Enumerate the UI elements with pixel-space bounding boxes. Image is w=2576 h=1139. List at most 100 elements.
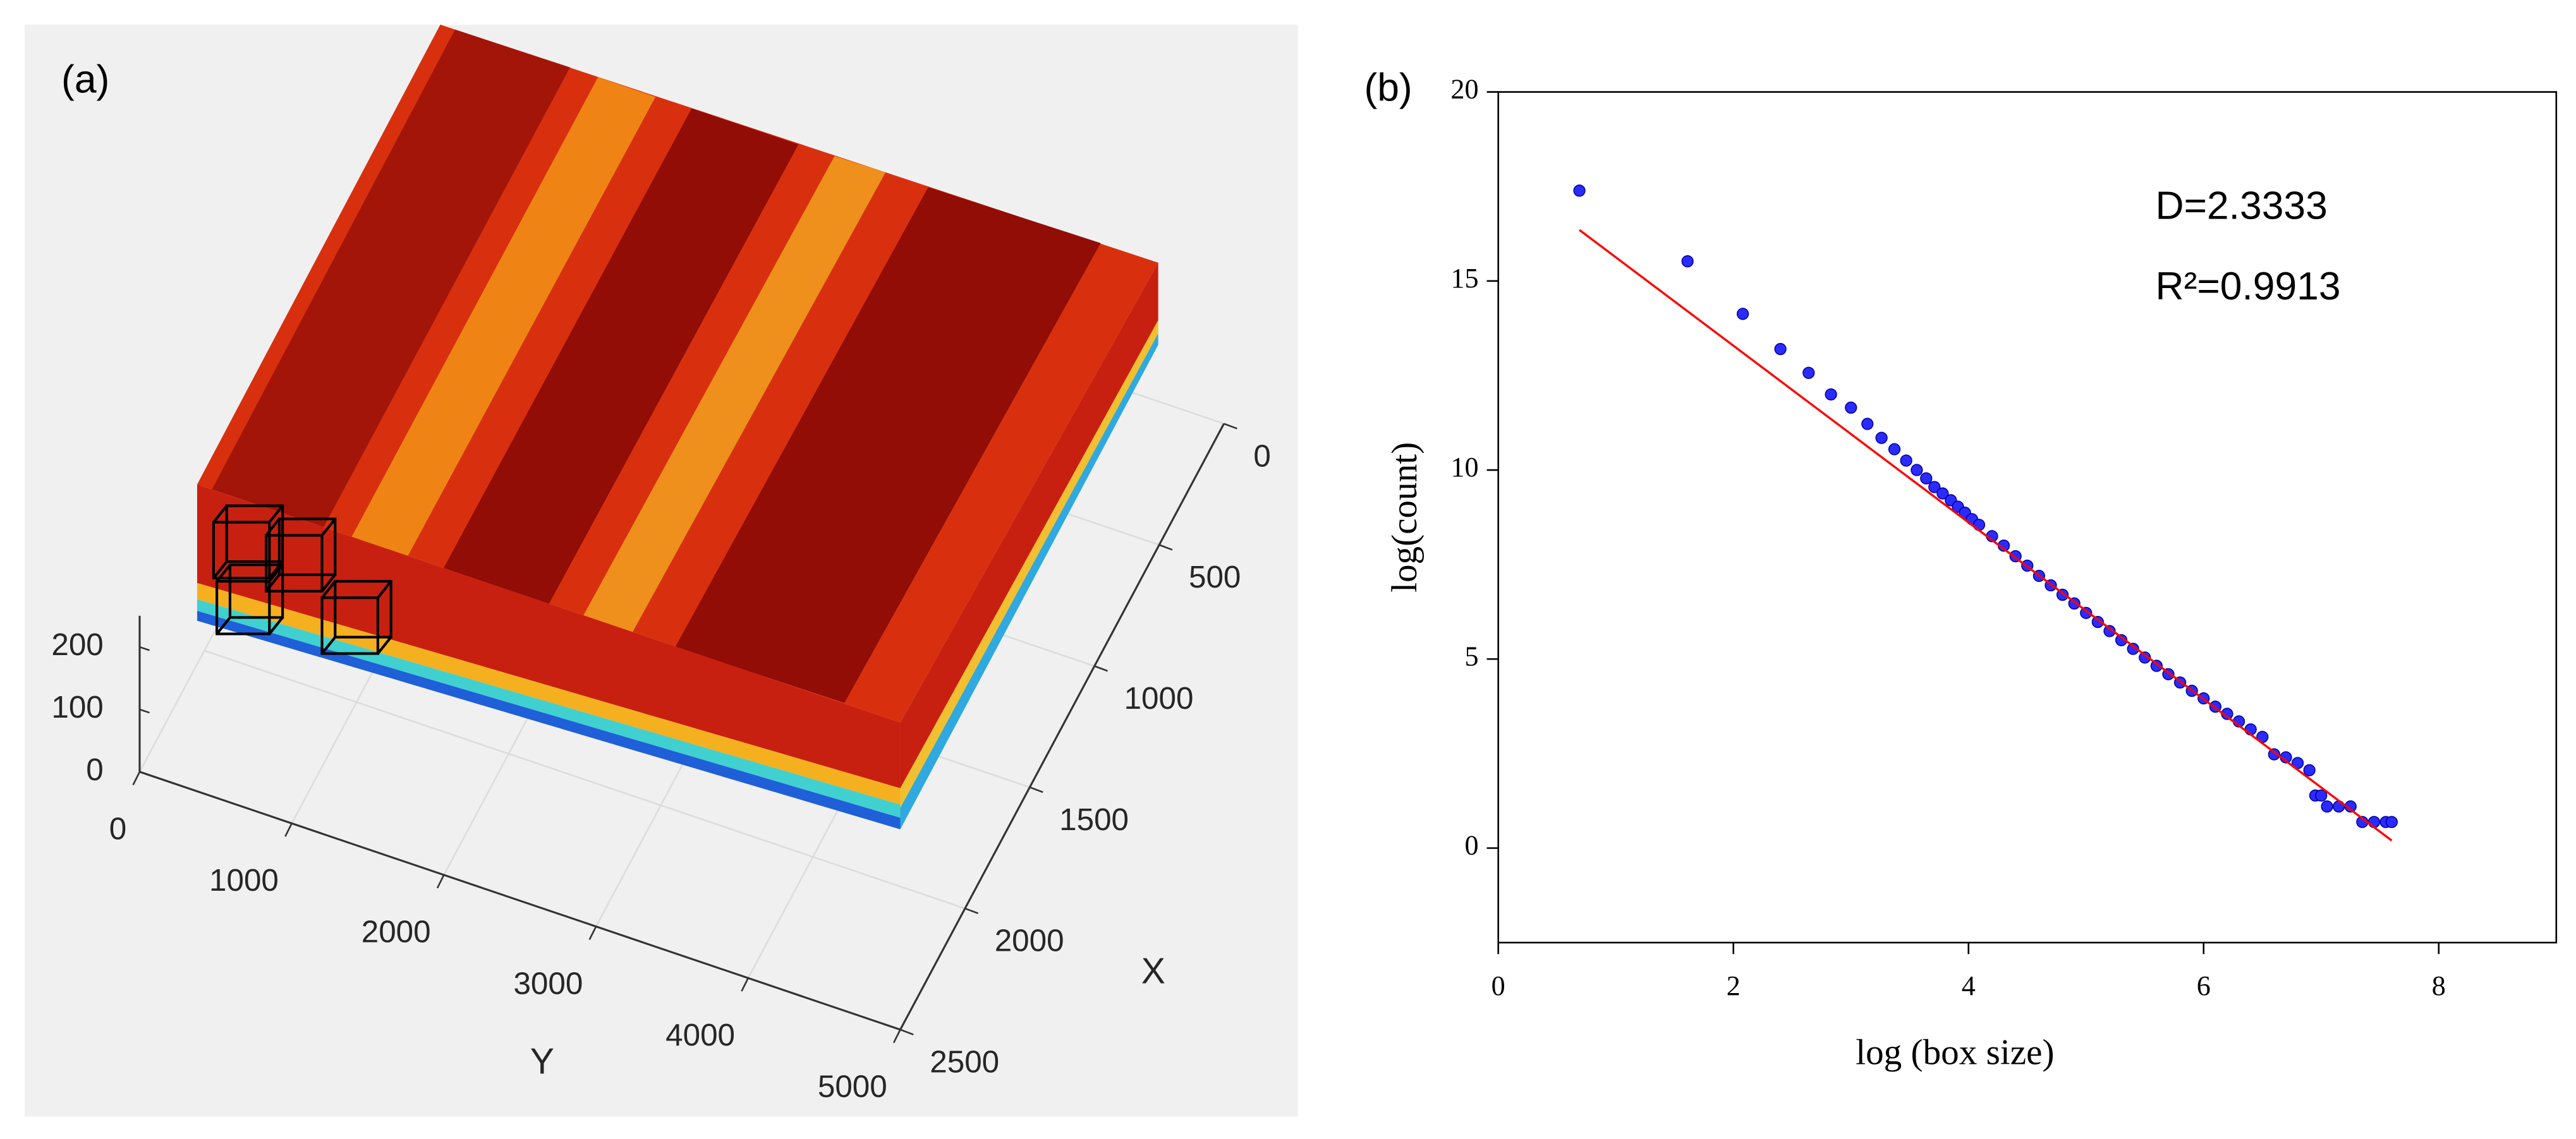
tick-mark xyxy=(892,1029,901,1044)
y-tick-label: 10 xyxy=(1450,452,1478,483)
data-point xyxy=(2385,816,2398,828)
x-axis-label: log (box size) xyxy=(1856,1033,2054,1073)
surface-side xyxy=(900,333,1158,829)
data-point xyxy=(2315,789,2328,802)
data-point xyxy=(2139,651,2151,664)
y-tick-label: 2000 xyxy=(361,915,431,949)
surface-band xyxy=(443,108,799,605)
data-point xyxy=(1845,401,1857,414)
data-point xyxy=(2103,625,2116,637)
x-tick-label: 1000 xyxy=(1124,681,1194,716)
tick-mark xyxy=(1029,786,1043,793)
surface-band xyxy=(675,187,1101,703)
surface-side xyxy=(900,262,1158,788)
data-point xyxy=(2091,615,2104,629)
tick-mark xyxy=(132,771,141,786)
box-cubes xyxy=(212,504,392,655)
tick-mark xyxy=(1224,423,1237,430)
surface-band xyxy=(583,155,886,632)
x-tick-label: 0 xyxy=(1492,970,1505,1001)
x-tick-label: 2000 xyxy=(995,924,1064,958)
tick-mark xyxy=(964,907,979,915)
x-tick-label: 1500 xyxy=(1059,802,1129,837)
y-tick-label: 1000 xyxy=(209,863,279,898)
plot-b: (b) 0 5 10 15 20 0 2 4 6 8 log (box size) log(count)… xyxy=(1364,66,2558,1073)
surface-band xyxy=(351,77,656,557)
z-tick-label: 200 xyxy=(51,627,103,662)
y-tick-label: 3000 xyxy=(513,966,583,1001)
annotation: D=2.3333 xyxy=(2156,184,2328,228)
cube xyxy=(265,517,337,593)
y-axis-label: log(count) xyxy=(1385,442,1425,593)
fit-line xyxy=(1579,229,2393,841)
data-point xyxy=(2150,660,2163,672)
surface-band xyxy=(212,29,571,527)
tick-mark xyxy=(1094,665,1109,672)
axes-3d: (a)0100020003000400050000500100015002000… xyxy=(51,57,1270,1104)
data-point xyxy=(2367,816,2381,828)
x-tick-label: 2 xyxy=(1727,970,1741,1001)
cube xyxy=(320,580,392,655)
tick-mark xyxy=(436,874,445,889)
y-tick-label: 4000 xyxy=(665,1018,735,1052)
data-point xyxy=(1737,308,1749,320)
x-tick-label: 4 xyxy=(1962,970,1976,1001)
data-point xyxy=(2268,748,2280,761)
y-axis xyxy=(139,771,901,1031)
x-tick-label: 6 xyxy=(2197,970,2211,1001)
grid-line xyxy=(204,649,966,910)
x-tick-label: 500 xyxy=(1189,560,1241,594)
x-tick-label: 8 xyxy=(2432,970,2446,1001)
data-point xyxy=(2321,800,2333,813)
panel-label: (a) xyxy=(61,57,109,101)
x-axis xyxy=(899,423,1225,1030)
plot-frame xyxy=(1497,91,2558,944)
z-tick-label: 0 xyxy=(86,752,103,787)
data-point xyxy=(1861,418,1874,430)
data-point xyxy=(2127,642,2139,655)
y-tick-label: 0 xyxy=(109,811,126,846)
data-point xyxy=(1774,342,1787,356)
data-point xyxy=(1888,443,1901,455)
data-point xyxy=(1911,464,1923,476)
tick-mark xyxy=(139,708,150,714)
surface-front xyxy=(197,484,901,788)
cube xyxy=(212,504,284,580)
data-point xyxy=(1875,431,1888,444)
data-point xyxy=(1928,481,1941,493)
data-point xyxy=(1681,255,1694,268)
data-point xyxy=(1920,472,1933,485)
tick-mark xyxy=(284,823,293,837)
y-tick-label: 15 xyxy=(1450,263,1478,294)
tick-mark xyxy=(900,1028,914,1035)
data-point xyxy=(1900,454,1912,467)
panel-label: (b) xyxy=(1364,66,1412,109)
annotation: R²=0.9913 xyxy=(2156,265,2341,308)
data-point xyxy=(2080,606,2093,619)
x-axis-label: X xyxy=(1141,951,1165,992)
data-point xyxy=(2115,634,2128,646)
x-tick-label: 2500 xyxy=(930,1045,999,1080)
y-axis-label: Y xyxy=(530,1042,554,1082)
data-point xyxy=(1825,388,1837,401)
data-point xyxy=(2303,764,2316,776)
y-tick-label: 5000 xyxy=(818,1070,887,1104)
z-tick-label: 100 xyxy=(51,690,103,725)
tick-mark xyxy=(1158,544,1173,551)
x-tick-label: 0 xyxy=(1253,438,1270,473)
data-point xyxy=(1802,366,1815,379)
tick-mark xyxy=(588,926,597,941)
y-tick-label: 0 xyxy=(1464,830,1478,861)
surface-front xyxy=(197,611,901,829)
surface xyxy=(197,24,1158,829)
cube xyxy=(216,563,284,636)
data-point xyxy=(1573,184,1586,197)
y-tick-label: 5 xyxy=(1464,641,1478,672)
tick-mark xyxy=(139,646,150,651)
surface-side xyxy=(900,320,1158,808)
tick-mark xyxy=(741,977,749,992)
y-tick-label: 20 xyxy=(1450,74,1478,105)
data-point xyxy=(1936,487,1949,500)
